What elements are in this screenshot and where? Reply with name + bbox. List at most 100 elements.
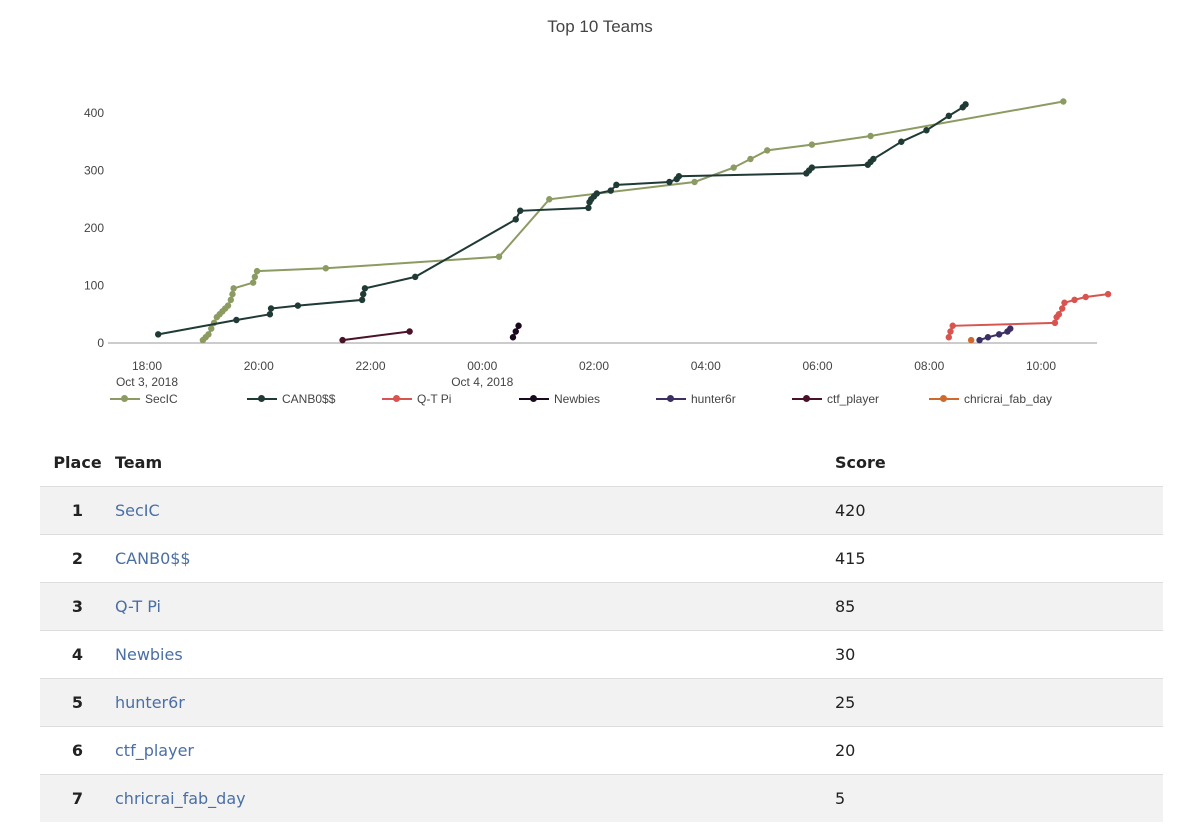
data-point[interactable] bbox=[675, 173, 683, 180]
data-point[interactable] bbox=[205, 331, 212, 338]
data-point[interactable] bbox=[253, 267, 261, 275]
table-row: 3 Q-T Pi 85 bbox=[40, 582, 1163, 631]
data-point[interactable] bbox=[808, 164, 816, 171]
data-point[interactable] bbox=[339, 336, 346, 344]
data-point[interactable] bbox=[495, 253, 503, 260]
data-point[interactable] bbox=[613, 181, 620, 189]
data-point[interactable] bbox=[984, 334, 992, 341]
score-cell: 30 bbox=[835, 630, 1163, 679]
place-cell: 7 bbox=[40, 774, 115, 822]
data-point[interactable] bbox=[1060, 98, 1067, 105]
data-point[interactable] bbox=[412, 273, 419, 281]
legend-item[interactable]: CANB0$$ bbox=[247, 392, 335, 406]
data-point[interactable] bbox=[361, 285, 369, 292]
data-point[interactable] bbox=[945, 112, 953, 120]
legend-item[interactable]: chricrai_fab_day bbox=[929, 392, 1052, 406]
data-point[interactable] bbox=[747, 155, 754, 163]
score-cell: 85 bbox=[835, 582, 1163, 631]
x-tick-label: 00:00 bbox=[467, 359, 497, 373]
data-point[interactable] bbox=[867, 132, 874, 140]
data-point[interactable] bbox=[512, 328, 519, 335]
data-point[interactable] bbox=[1007, 325, 1014, 332]
data-point[interactable] bbox=[1055, 311, 1063, 318]
data-point[interactable] bbox=[923, 127, 930, 134]
data-point[interactable] bbox=[230, 285, 237, 292]
data-point[interactable] bbox=[666, 178, 673, 186]
data-point[interactable] bbox=[870, 155, 877, 163]
data-point[interactable] bbox=[267, 305, 275, 312]
legend-item[interactable]: SecIC bbox=[110, 392, 178, 406]
series-q-t-pi bbox=[945, 290, 1112, 341]
data-point[interactable] bbox=[593, 190, 600, 197]
data-point[interactable] bbox=[1061, 299, 1068, 306]
team-link[interactable]: Newbies bbox=[115, 645, 183, 664]
data-point[interactable] bbox=[1059, 305, 1066, 312]
data-point[interactable] bbox=[251, 273, 259, 281]
series-ctf-player bbox=[339, 328, 413, 344]
data-point[interactable] bbox=[233, 316, 240, 324]
data-point[interactable] bbox=[360, 290, 367, 298]
data-point[interactable] bbox=[249, 279, 257, 286]
legend-item[interactable]: ctf_player bbox=[792, 392, 879, 406]
x-tick-label: 10:00 bbox=[1026, 359, 1056, 373]
x-tick-label: 18:00 bbox=[132, 359, 162, 373]
data-point[interactable] bbox=[962, 101, 969, 108]
data-point[interactable] bbox=[1071, 296, 1078, 304]
data-point[interactable] bbox=[691, 178, 698, 186]
data-point[interactable] bbox=[1082, 293, 1089, 301]
data-point[interactable] bbox=[947, 328, 954, 335]
data-point[interactable] bbox=[945, 334, 953, 341]
x-tick-label: 06:00 bbox=[802, 359, 832, 373]
data-point[interactable] bbox=[266, 311, 274, 318]
data-point[interactable] bbox=[898, 138, 905, 145]
data-point[interactable] bbox=[764, 147, 771, 154]
data-point[interactable] bbox=[585, 204, 592, 212]
y-tick-label: 300 bbox=[84, 164, 104, 178]
team-link[interactable]: chricrai_fab_day bbox=[115, 789, 246, 808]
x-tick-label: 04:00 bbox=[691, 359, 721, 373]
series-newbies bbox=[509, 322, 522, 341]
data-point[interactable] bbox=[546, 196, 553, 203]
data-point[interactable] bbox=[208, 325, 215, 332]
data-point[interactable] bbox=[730, 164, 737, 171]
team-link[interactable]: ctf_player bbox=[115, 741, 194, 760]
data-point[interactable] bbox=[509, 334, 517, 341]
scoreboard-chart: Top 10 Teams 0 100 200 300 400 18:00 Oct 3, 20… bbox=[84, 17, 1112, 406]
team-link[interactable]: CANB0$$ bbox=[115, 549, 191, 568]
y-tick-label: 200 bbox=[84, 221, 104, 235]
data-point[interactable] bbox=[967, 336, 975, 344]
legend-swatch-icon bbox=[656, 392, 686, 406]
data-point[interactable] bbox=[227, 296, 235, 304]
data-point[interactable] bbox=[229, 290, 236, 298]
data-point[interactable] bbox=[512, 216, 519, 223]
data-point[interactable] bbox=[154, 331, 162, 338]
team-link[interactable]: hunter6r bbox=[115, 693, 185, 712]
x-tick-date: Oct 3, 2018 bbox=[116, 375, 178, 389]
data-point[interactable] bbox=[607, 187, 614, 194]
data-point[interactable] bbox=[517, 207, 524, 214]
legend-swatch-icon bbox=[382, 392, 412, 406]
data-point[interactable] bbox=[358, 296, 366, 304]
legend-swatch-icon bbox=[792, 392, 822, 406]
chart-title: Top 10 Teams bbox=[547, 17, 653, 36]
data-point[interactable] bbox=[322, 265, 329, 272]
series-canb0- bbox=[154, 101, 969, 338]
data-point[interactable] bbox=[1051, 319, 1059, 327]
data-point[interactable] bbox=[294, 302, 302, 309]
legend-item[interactable]: hunter6r bbox=[656, 392, 736, 406]
legend-item[interactable]: Q-T Pi bbox=[382, 392, 451, 406]
series-chricrai-fab-day bbox=[967, 336, 975, 344]
data-point[interactable] bbox=[976, 336, 983, 344]
data-point[interactable] bbox=[515, 322, 522, 329]
data-point[interactable] bbox=[995, 331, 1003, 338]
team-link[interactable]: Q-T Pi bbox=[115, 597, 161, 616]
team-link[interactable]: SecIC bbox=[115, 501, 160, 520]
data-point[interactable] bbox=[406, 328, 413, 335]
data-point[interactable] bbox=[224, 302, 232, 309]
header-score: Score bbox=[835, 452, 886, 472]
data-point[interactable] bbox=[949, 322, 956, 329]
data-point[interactable] bbox=[1104, 290, 1112, 298]
table-row: 5 hunter6r 25 bbox=[40, 678, 1163, 727]
legend-item[interactable]: Newbies bbox=[519, 392, 600, 406]
data-point[interactable] bbox=[808, 141, 816, 148]
